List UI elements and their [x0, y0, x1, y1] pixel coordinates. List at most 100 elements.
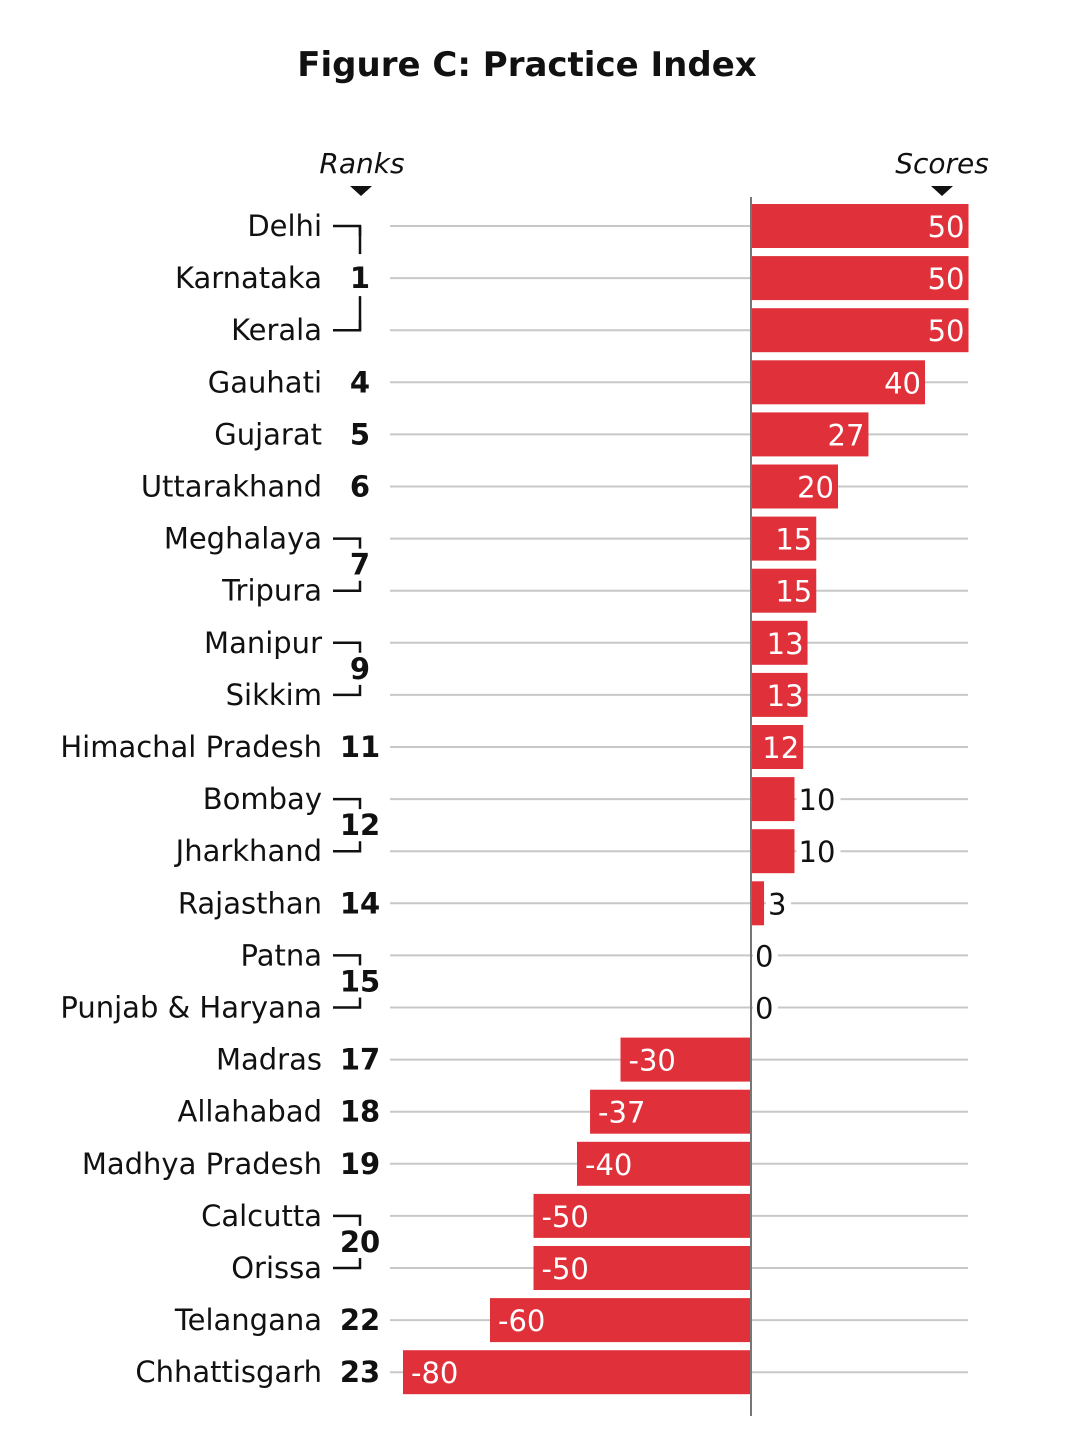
bar — [403, 1350, 751, 1395]
rank-bracket-top — [333, 797, 362, 810]
category-label: Uttarakhand — [141, 470, 322, 504]
value-label: 3 — [768, 887, 786, 921]
rank-label: 14 — [340, 886, 380, 920]
value-label: 15 — [775, 523, 812, 557]
rank-label: 23 — [340, 1355, 380, 1389]
bar — [751, 620, 808, 665]
rank-label: 4 — [350, 365, 370, 399]
bars: 50505040272015151313121010300-30-37-40-5… — [403, 204, 969, 1395]
value-label: 50 — [928, 210, 965, 244]
bar — [751, 881, 765, 926]
rank-label: 17 — [340, 1043, 380, 1077]
category-label: Manipur — [204, 626, 322, 660]
value-label: 20 — [797, 471, 834, 505]
category-label: Delhi — [247, 209, 322, 243]
bar — [577, 1141, 751, 1186]
chart-title: Figure C: Practice Index — [297, 45, 756, 85]
value-label: 10 — [799, 835, 836, 869]
rank-label: 22 — [340, 1303, 380, 1337]
value-label: -80 — [411, 1356, 458, 1390]
bar — [751, 829, 795, 874]
rank-label: 18 — [340, 1095, 380, 1129]
category-label: Bombay — [203, 782, 322, 816]
category-label: Kerala — [231, 313, 322, 347]
rank-bracket-bottom — [333, 684, 362, 697]
bar — [751, 256, 969, 301]
rank-label: 6 — [350, 470, 370, 504]
category-labels: Delhi Karnataka Kerala Gauhati Gujarat Uttara… — [60, 209, 322, 1389]
category-label: Madras — [216, 1043, 322, 1077]
rank-bracket-bottom — [333, 580, 362, 592]
rank-bracket-top — [333, 641, 362, 653]
bar — [751, 516, 817, 561]
category-label: Jharkhand — [174, 834, 322, 868]
rank-label: 11 — [340, 730, 380, 764]
category-label: Himachal Pradesh — [60, 730, 322, 764]
value-label: 50 — [928, 262, 965, 296]
rank-bracket-bottom — [333, 841, 362, 853]
bar — [751, 204, 969, 248]
bar — [533, 1246, 751, 1290]
rank-bracket-top — [333, 537, 362, 549]
value-label-backdrop — [796, 781, 841, 818]
value-label: -50 — [542, 1200, 589, 1234]
value-label: -60 — [498, 1304, 545, 1338]
bar — [751, 568, 817, 613]
value-label: -30 — [629, 1044, 676, 1078]
bar — [751, 777, 795, 822]
category-label: Allahabad — [178, 1095, 322, 1129]
bar — [751, 360, 925, 405]
rank-bracket-top — [333, 224, 362, 236]
category-label: Patna — [241, 938, 322, 972]
bar — [751, 308, 969, 353]
value-label: 40 — [884, 366, 921, 400]
rank-bracket-bottom — [333, 1258, 362, 1270]
value-label: -50 — [542, 1252, 589, 1286]
scores-header: Scores — [895, 147, 989, 180]
category-label: Karnataka — [175, 261, 322, 295]
value-label: 10 — [799, 783, 836, 817]
category-label: Punjab & Haryana — [60, 991, 322, 1025]
bar — [590, 1089, 751, 1134]
rank-label: 20 — [340, 1225, 380, 1259]
bar — [490, 1298, 751, 1343]
bar — [533, 1193, 751, 1238]
value-label-backdrop — [796, 833, 841, 870]
bar — [751, 725, 804, 769]
value-label: 12 — [762, 731, 799, 765]
category-label: Telangana — [174, 1303, 322, 1337]
category-label: Gujarat — [214, 417, 322, 451]
bar — [751, 672, 808, 717]
value-label-backdrop — [753, 937, 778, 974]
rank-label: 12 — [340, 808, 380, 842]
category-label: Sikkim — [226, 678, 322, 712]
value-label: 15 — [775, 575, 812, 609]
bar — [620, 1037, 751, 1082]
rank-label: 5 — [350, 417, 370, 451]
value-label: -37 — [598, 1096, 645, 1130]
rank-bracket-bottom — [333, 997, 362, 1009]
category-label: Calcutta — [201, 1199, 322, 1233]
rank-bracket-top — [333, 1214, 362, 1226]
rank-label: 19 — [340, 1147, 380, 1181]
rank-bracket-top — [333, 954, 362, 966]
rank-label: 7 — [350, 548, 370, 582]
rank-label: 15 — [340, 964, 380, 998]
value-label: 50 — [928, 314, 965, 348]
ranks-header-arrow-icon — [350, 186, 372, 196]
value-label-backdrop — [766, 885, 792, 922]
bar — [751, 412, 869, 457]
ranks-header: Ranks — [319, 147, 404, 180]
value-label: 0 — [755, 939, 773, 973]
category-label: Chhattisgarh — [135, 1355, 322, 1389]
category-label: Madhya Pradesh — [82, 1147, 322, 1181]
category-label: Meghalaya — [164, 522, 322, 556]
value-label: -40 — [585, 1148, 632, 1182]
rank-label: 9 — [350, 652, 370, 686]
value-label: 0 — [755, 992, 773, 1026]
category-label: Orissa — [231, 1251, 322, 1285]
category-label: Gauhati — [208, 365, 322, 399]
value-label: 13 — [767, 627, 804, 661]
